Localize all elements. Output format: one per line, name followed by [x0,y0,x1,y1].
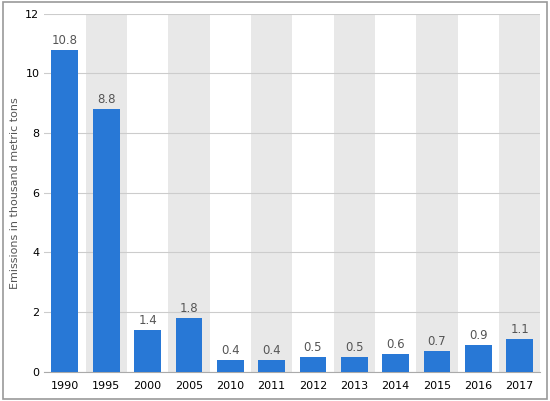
Bar [465,345,492,372]
Bar [134,330,161,372]
Text: 0.7: 0.7 [428,335,446,348]
Bar [86,14,127,372]
Text: 0.5: 0.5 [304,341,322,354]
Text: 1.1: 1.1 [510,323,529,336]
Bar [341,356,368,372]
Bar [506,339,533,372]
Bar [93,109,120,372]
Text: 1.8: 1.8 [180,302,198,315]
Text: 0.4: 0.4 [262,344,281,356]
Bar [217,360,244,372]
Text: 0.4: 0.4 [221,344,240,356]
Bar [334,14,375,372]
Text: 1.4: 1.4 [138,314,157,327]
Bar [300,356,326,372]
Bar [175,318,202,372]
Bar [258,360,285,372]
Text: 0.9: 0.9 [469,329,488,342]
Text: 8.8: 8.8 [97,93,116,106]
Y-axis label: Emissions in thousand metric tons: Emissions in thousand metric tons [10,97,20,288]
Bar [499,14,540,372]
Bar [424,351,450,372]
Text: 10.8: 10.8 [52,34,78,47]
Text: 0.5: 0.5 [345,341,364,354]
Bar [382,354,409,372]
Bar [416,14,458,372]
Text: 0.6: 0.6 [386,338,405,351]
Bar [168,14,210,372]
Bar [52,49,78,372]
Bar [251,14,292,372]
